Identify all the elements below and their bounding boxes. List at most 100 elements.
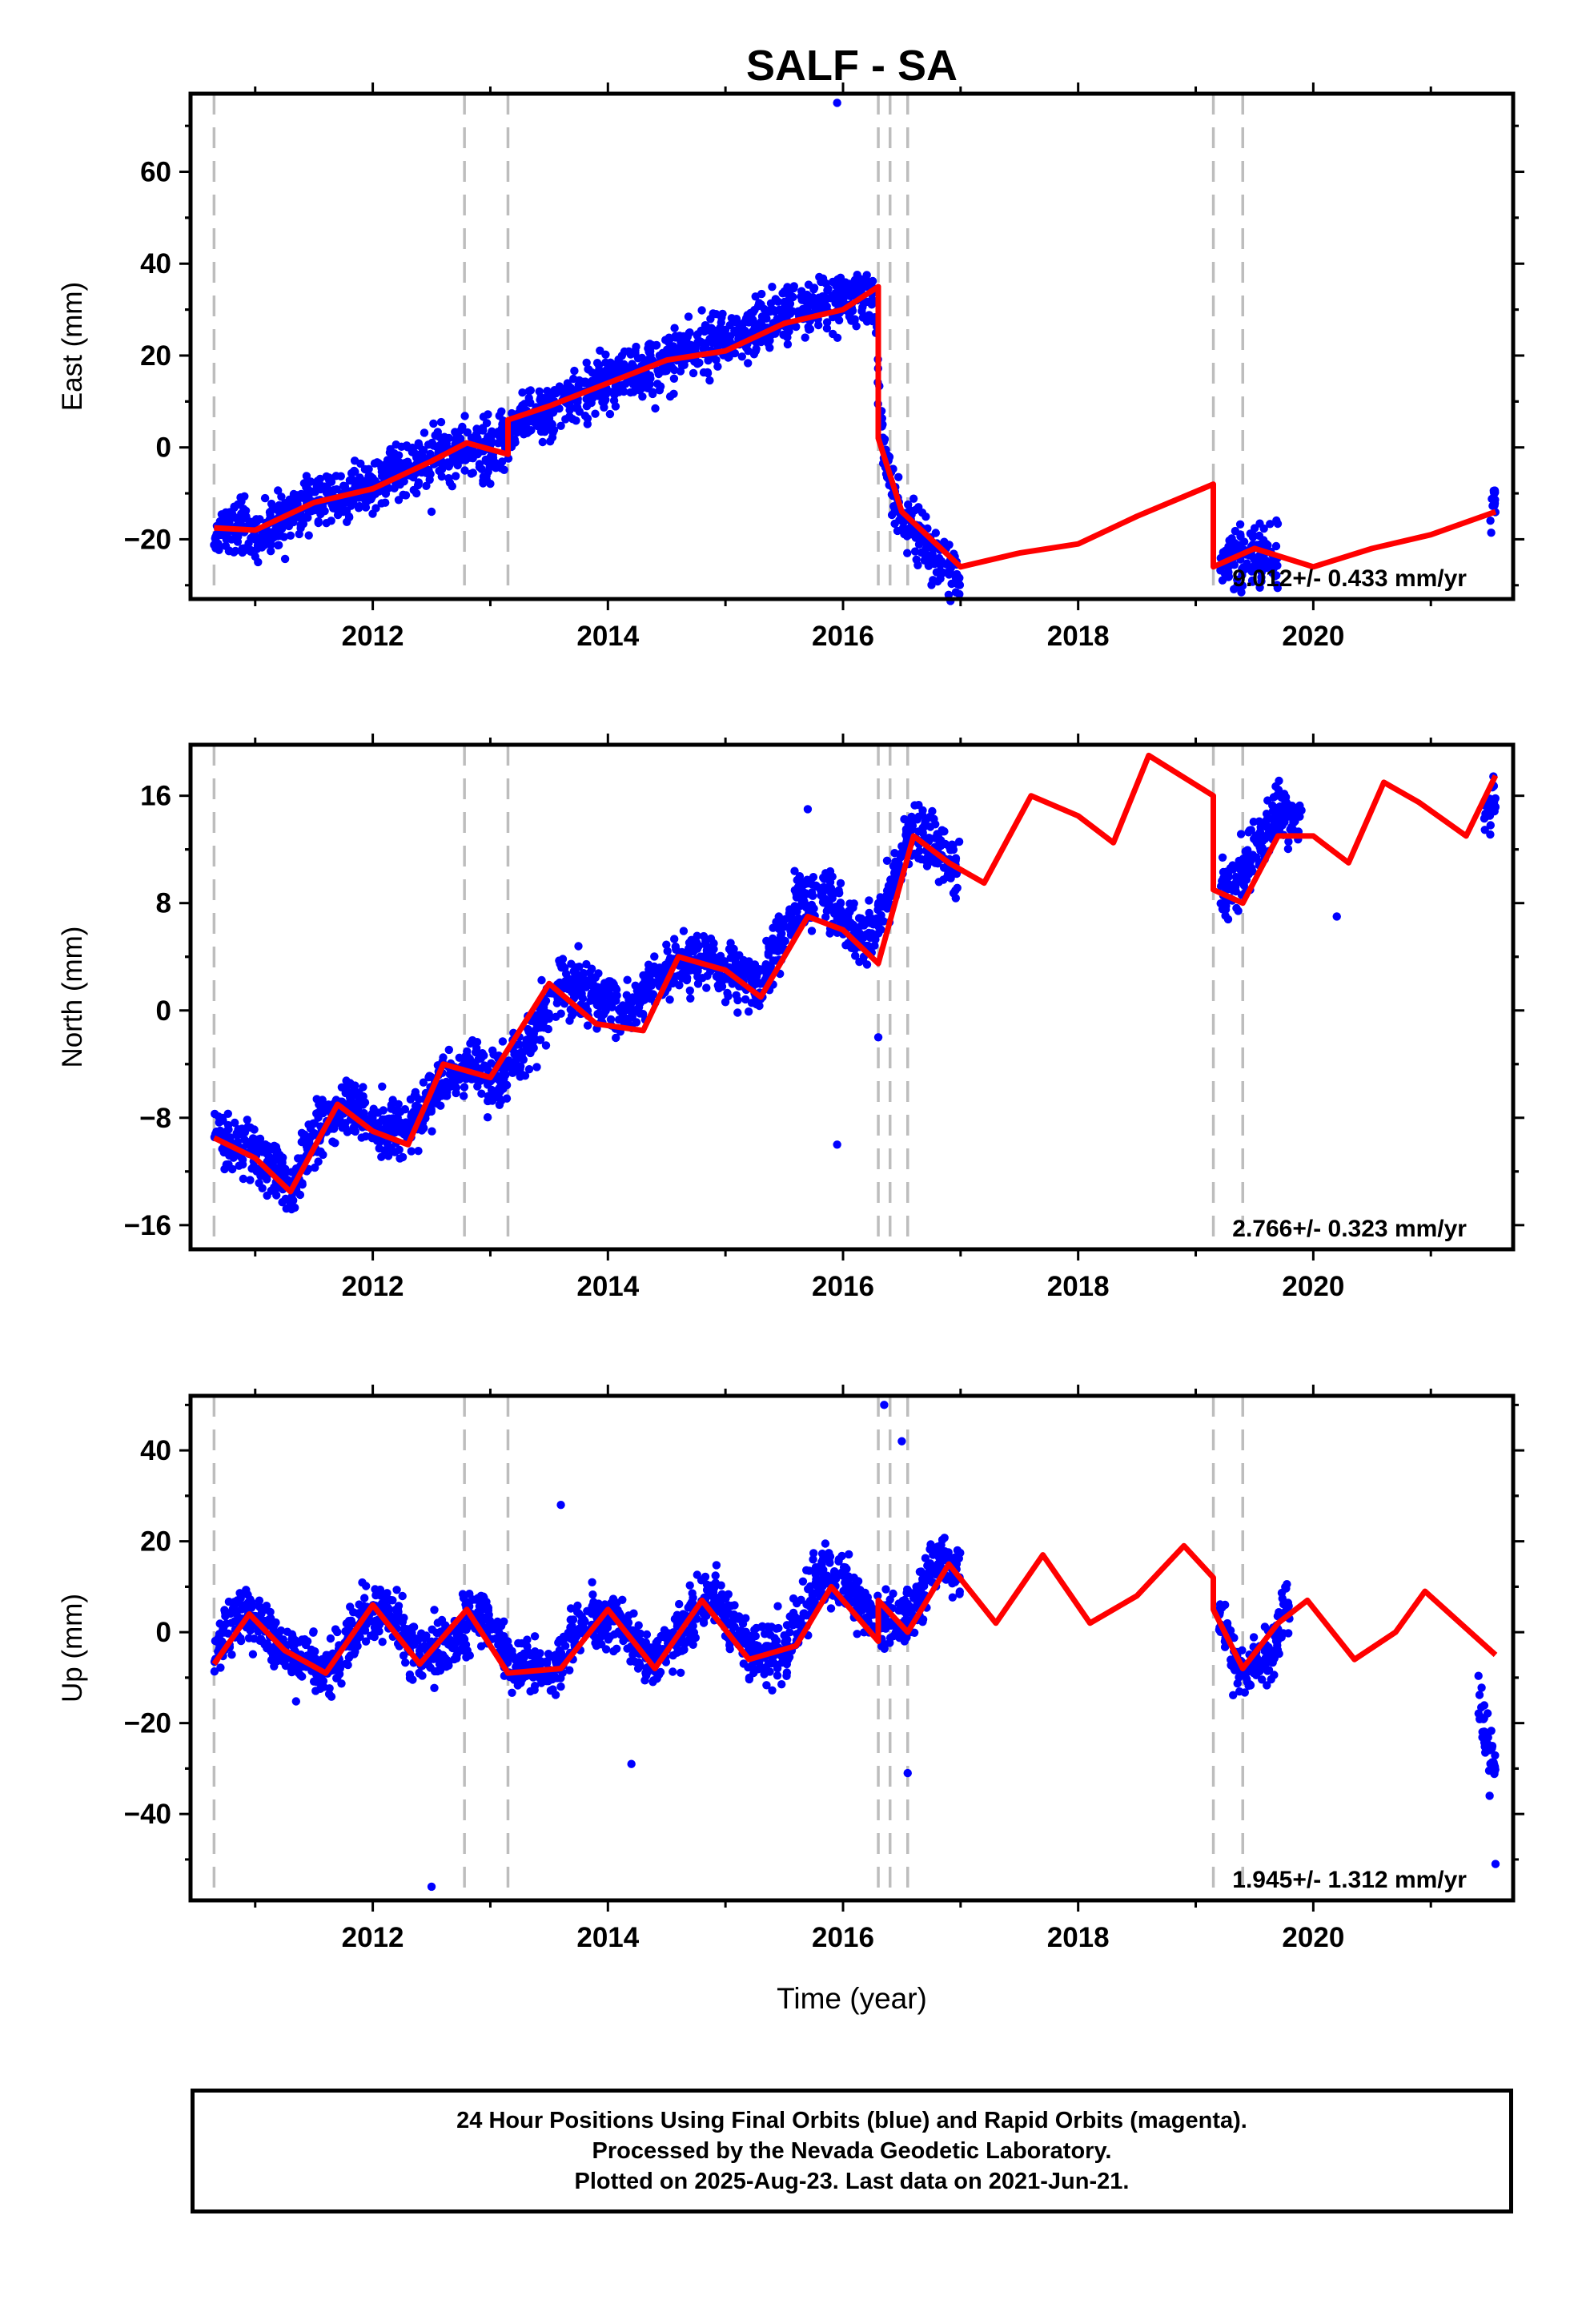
north-observed-point [503,1057,512,1066]
north-observed-point [475,1076,484,1086]
east-observed-point [345,476,355,485]
east-observed-point [1237,588,1246,597]
north-observed-point [698,974,707,983]
east-observed-point [757,337,765,347]
north-observed-point [487,1059,496,1068]
north-observed-point [744,1007,753,1016]
north-plot-frame [188,742,1516,1252]
north-observed-point [1247,826,1256,834]
north-observed-point [743,967,752,976]
north-observed-point [921,817,930,826]
north-observed-point [1480,826,1489,834]
up-observed-point [309,1627,318,1636]
north-observed-point [384,1123,394,1132]
east-observed-point [705,376,714,385]
east-observed-point [441,436,451,445]
north-observed-point [647,981,656,990]
east-observed-point [955,589,964,599]
north-observed-point [239,1160,247,1169]
north-observed-point [567,959,576,968]
north-observed-point [1259,837,1267,846]
north-observed-point [298,1179,307,1188]
east-model-curve [214,283,1497,570]
east-observed-point [315,507,324,516]
up-observed-point [573,1601,582,1610]
east-observed-point [435,466,444,476]
north-observed-point [586,996,595,1005]
east-observed-point [336,472,345,480]
north-observed-point [233,1137,242,1147]
east-observed-point [741,343,751,352]
up-observed-point [214,1634,223,1642]
east-observed-point [524,393,533,403]
north-observed-point [263,1175,271,1184]
east-observed-point [781,300,789,309]
up-observed-point [256,1634,266,1643]
north-observed-point [1276,813,1286,822]
up-observed-point [536,1656,544,1665]
north-observed-point [897,849,905,858]
north-observed-point [702,983,711,992]
east-observed-point [311,488,319,497]
north-observed-point [1219,881,1228,890]
north-observed-point [612,1033,620,1043]
north-observed-point [686,994,695,1003]
north-observed-point [633,997,643,1006]
east-observed-point [1263,560,1271,569]
up-observed-point [494,1636,503,1645]
north-observed-point [914,827,923,836]
east-observed-point [718,309,727,319]
north-x-tick-label: 2020 [1282,1271,1344,1302]
east-observed-point [596,346,604,355]
north-observed-point [361,1132,370,1141]
up-observed-point [432,1628,441,1638]
up-observed-point [344,1653,354,1663]
north-observed-point [720,957,729,966]
north-observed-point [1263,822,1271,832]
east-observed-point [433,428,442,436]
east-observed-point [652,341,661,350]
up-observed-point [430,1683,439,1692]
north-observed-point [496,1080,505,1090]
east-observed-point [1273,519,1283,529]
north-observed-point [663,947,672,955]
north-observed-point [331,1139,339,1148]
east-observed-point [231,546,240,556]
east-observed-point [335,506,343,516]
north-observed-point [331,1120,340,1128]
north-observed-point [271,1163,279,1172]
north-observed-point [897,842,906,850]
east-observed-point [479,479,488,488]
east-observed-point [611,402,620,411]
north-observed-point [406,1095,416,1104]
east-observed-point [823,286,832,295]
east-observed-point [890,519,899,529]
east-observed-point [254,557,263,567]
north-observed-point [304,1140,313,1150]
north-observed-point [1283,844,1293,854]
north-observed-point [460,1092,468,1100]
north-observed-point [246,1176,255,1184]
north-observed-point [372,1136,382,1145]
east-observed-point [363,466,372,475]
up-observed-point [459,1594,468,1602]
up-observed-point [456,1632,465,1641]
north-observed-point [414,1147,423,1156]
east-observed-point [278,519,287,529]
north-observed-point [831,904,840,913]
up-observed-point [227,1618,236,1627]
north-outlier-point [1332,912,1341,921]
north-observed-point [1486,830,1495,839]
north-observed-point [243,1116,251,1124]
up-observed-point [235,1614,243,1622]
north-observed-point [795,872,805,881]
up-observed-point [580,1617,589,1626]
east-observed-point [1238,581,1247,590]
up-observed-point [477,1612,487,1622]
north-observed-point [914,854,923,863]
east-x-tick-label: 2020 [1282,621,1344,652]
up-observed-point [227,1651,236,1659]
north-observed-point [378,1082,387,1092]
east-observed-point [750,323,760,332]
